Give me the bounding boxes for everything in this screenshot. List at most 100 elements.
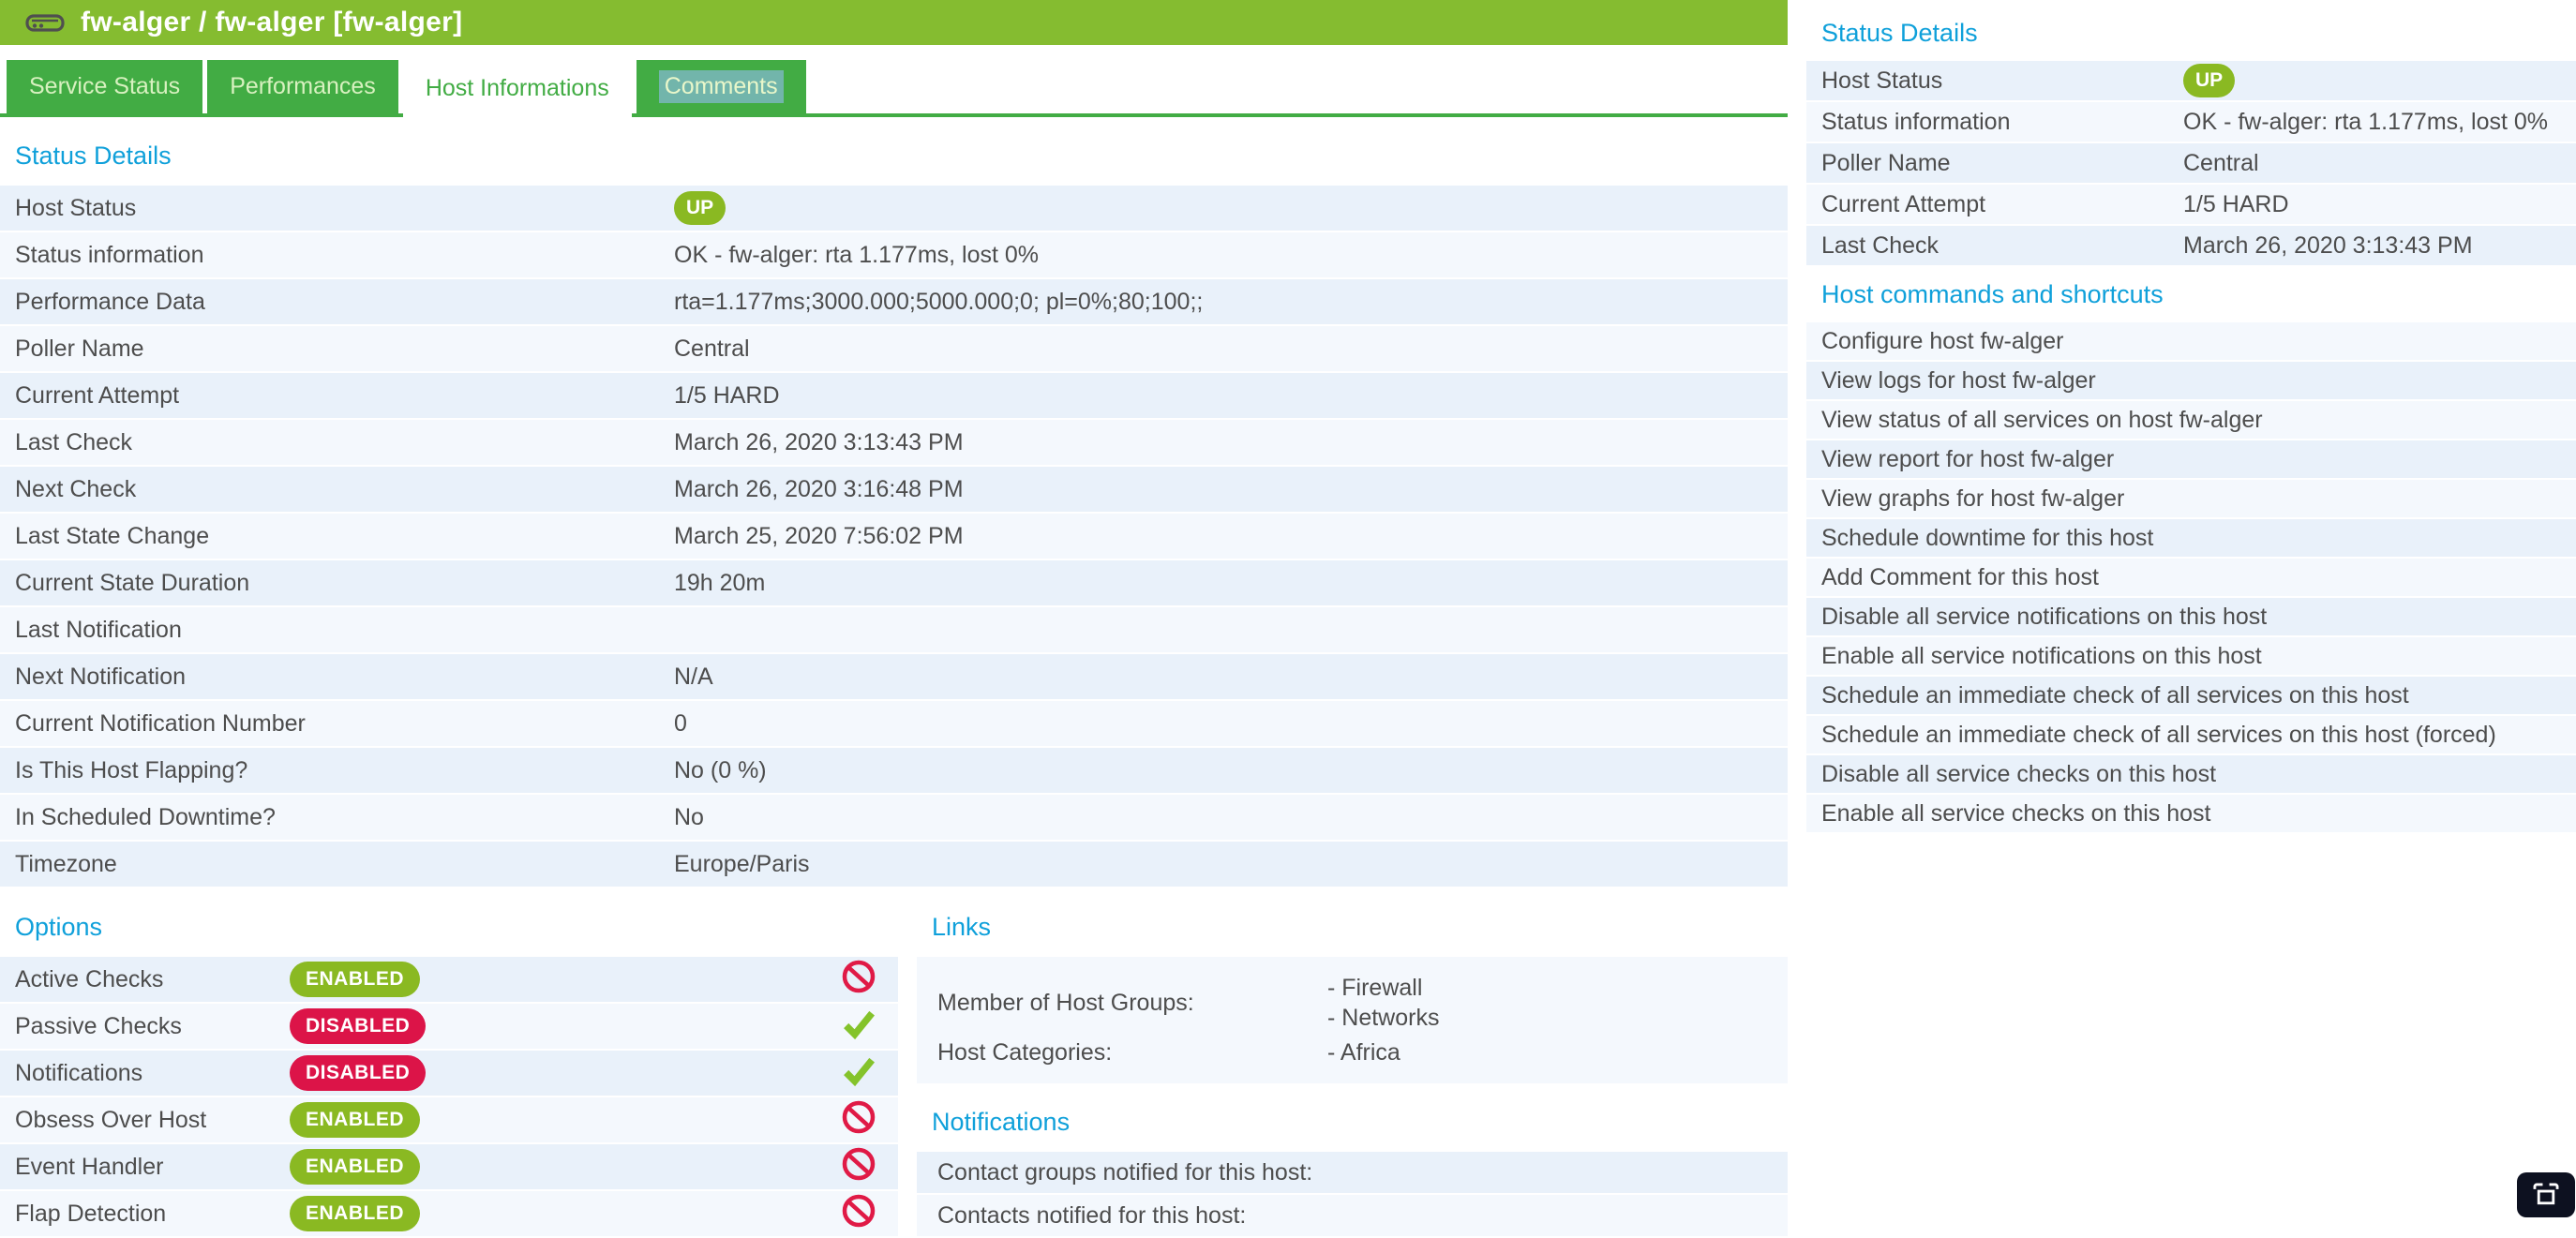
status-details-heading: Status Details <box>15 142 172 170</box>
row-value-text: March 26, 2020 3:16:48 PM <box>674 475 964 502</box>
row-label: Status information <box>15 241 204 268</box>
option-state-pill: ENABLED <box>290 1196 421 1231</box>
sidebar-status-row: Status information OK - fw-alger: rta 1.… <box>1806 102 2576 143</box>
link-row: Member of Host Groups: - Firewall - Netwo… <box>917 973 1788 1033</box>
row-value-text: Central <box>674 335 750 362</box>
row-label: Last Check <box>1821 231 1939 259</box>
check-icon[interactable] <box>840 1005 877 1049</box>
check-icon[interactable] <box>840 1052 877 1096</box>
status-badge: UP <box>674 191 726 225</box>
option-label: Active Checks <box>15 965 164 992</box>
page-title: fw-alger / fw-alger [fw-alger] <box>81 7 463 37</box>
status-details-table: Host Status UP Status information OK - f… <box>0 186 1788 888</box>
sidebar-status-row: Current Attempt 1/5 HARD <box>1806 185 2576 226</box>
row-label: Current Attempt <box>15 381 180 409</box>
row-label: Performance Data <box>15 288 205 315</box>
block-icon[interactable] <box>840 1098 877 1142</box>
host-command-link[interactable]: View logs for host fw-alger <box>1806 362 2576 401</box>
row-label: Poller Name <box>1821 149 1951 176</box>
tab[interactable]: Host Informations <box>402 60 632 117</box>
option-row: Notifications DISABLED <box>0 1051 898 1097</box>
row-value-text: N/A <box>674 663 713 690</box>
notifications-table: Contact groups notified for this host: C… <box>917 1152 1788 1238</box>
block-icon[interactable] <box>840 1145 877 1189</box>
row-value: No (0 %) <box>674 757 1788 784</box>
host-command-link[interactable]: Configure host fw-alger <box>1806 322 2576 362</box>
option-state-pill: ENABLED <box>290 962 421 997</box>
row-value-text: March 26, 2020 3:13:43 PM <box>674 428 964 455</box>
tabs: Service Status Performances Host Informa… <box>0 60 1788 117</box>
tab[interactable]: Performances <box>207 60 398 113</box>
link-label: Host Categories: <box>937 1038 1113 1066</box>
option-toggle-cell <box>819 1098 898 1142</box>
row-label: Current Attempt <box>1821 190 1986 217</box>
row-value-text: No <box>674 803 704 830</box>
host-command-link[interactable]: Schedule downtime for this host <box>1806 519 2576 559</box>
row-value-text: Europe/Paris <box>674 850 810 877</box>
row-label: Poller Name <box>15 335 144 362</box>
tab[interactable]: Comments <box>636 60 806 113</box>
host-command-link[interactable]: Enable all service checks on this host <box>1806 795 2576 834</box>
host-command-link[interactable]: View status of all services on host fw-a… <box>1806 401 2576 440</box>
row-label: Current State Duration <box>15 569 250 596</box>
sidebar-status-heading: Status Details <box>1821 19 1978 47</box>
block-icon[interactable] <box>840 958 877 1002</box>
option-toggle-cell <box>819 1052 898 1096</box>
host-command-link[interactable]: Schedule an immediate check of all servi… <box>1806 677 2576 716</box>
main-column: fw-alger / fw-alger [fw-alger] Service S… <box>0 0 1788 1238</box>
host-command-link[interactable]: Disable all service checks on this host <box>1806 755 2576 795</box>
fullscreen-button[interactable] <box>2517 1172 2575 1217</box>
command-label: Disable all service checks on this host <box>1821 760 2217 787</box>
screen-icon <box>2530 1180 2562 1216</box>
row-value: UP <box>2183 64 2576 97</box>
status-row: Last State Change March 25, 2020 7:56:02… <box>0 514 1788 560</box>
host-command-link[interactable]: Schedule an immediate check of all servi… <box>1806 716 2576 755</box>
host-banner: fw-alger / fw-alger [fw-alger] <box>0 0 1788 45</box>
row-value: UP <box>674 191 1788 225</box>
tab-label: Performances <box>230 73 376 99</box>
row-label: Current Notification Number <box>15 709 306 737</box>
host-drive-icon <box>24 7 66 37</box>
status-row: Poller Name Central <box>0 326 1788 373</box>
status-row: Performance Data rta=1.177ms;3000.000;50… <box>0 279 1788 326</box>
option-label: Passive Checks <box>15 1012 182 1039</box>
status-row: Current State Duration 19h 20m <box>0 560 1788 607</box>
link-label: Member of Host Groups: <box>937 989 1194 1016</box>
block-icon[interactable] <box>840 1192 877 1236</box>
option-state-pill: DISABLED <box>290 1055 427 1091</box>
row-value: March 26, 2020 3:13:43 PM <box>674 429 1788 456</box>
status-row: Last Notification <box>0 607 1788 654</box>
host-command-link[interactable]: Add Comment for this host <box>1806 559 2576 598</box>
tab-underline <box>0 113 1788 117</box>
status-row: Current Notification Number 0 <box>0 701 1788 748</box>
row-value: March 26, 2020 3:13:43 PM <box>2183 232 2576 260</box>
options-table: Active Checks ENABLED <box>0 957 898 1238</box>
row-value-text: 1/5 HARD <box>674 381 780 409</box>
row-value-text: March 25, 2020 7:56:02 PM <box>674 522 964 549</box>
row-value-text: Central <box>2183 149 2259 176</box>
host-command-link[interactable]: View report for host fw-alger <box>1806 440 2576 480</box>
row-value: March 26, 2020 3:16:48 PM <box>674 476 1788 503</box>
notification-label: Contact groups notified for this host: <box>937 1158 1313 1186</box>
option-toggle-cell <box>819 1192 898 1236</box>
links-table: Member of Host Groups: - Firewall - Netwo… <box>917 957 1788 1083</box>
row-label: Host Status <box>15 194 137 221</box>
host-command-link[interactable]: Enable all service notifications on this… <box>1806 637 2576 677</box>
command-label: Schedule an immediate check of all servi… <box>1821 681 2409 708</box>
option-toggle-cell <box>819 958 898 1002</box>
tab-bar: Service Status Performances Host Informa… <box>0 60 1788 117</box>
host-command-link[interactable]: View graphs for host fw-alger <box>1806 480 2576 519</box>
status-row: Is This Host Flapping? No (0 %) <box>0 748 1788 795</box>
links-section: Links Member of Host Groups: - Firewall -… <box>917 888 1788 1238</box>
host-commands-heading: Host commands and shortcuts <box>1821 280 2164 308</box>
row-value: Central <box>674 336 1788 363</box>
tab[interactable]: Service Status <box>7 60 203 113</box>
row-label: Is This Host Flapping? <box>15 756 248 783</box>
row-value: No <box>674 804 1788 831</box>
host-command-link[interactable]: Disable all service notifications on thi… <box>1806 598 2576 637</box>
row-label: Timezone <box>15 850 117 877</box>
row-value: OK - fw-alger: rta 1.177ms, lost 0% <box>674 242 1788 269</box>
row-value: N/A <box>674 664 1788 691</box>
command-label: Add Comment for this host <box>1821 563 2099 590</box>
